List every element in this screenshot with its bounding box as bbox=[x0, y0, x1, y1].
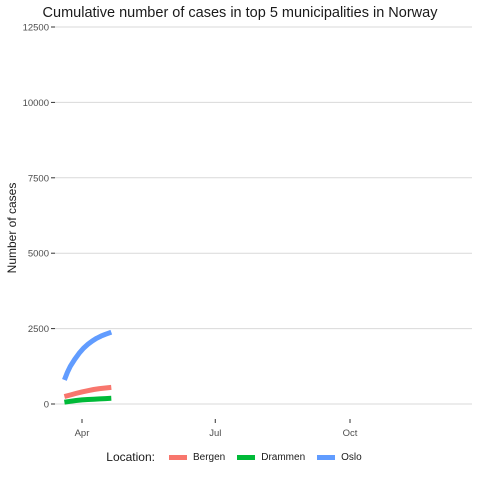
x-tick-label: Jul bbox=[209, 428, 221, 439]
legend-label-oslo: Oslo bbox=[341, 451, 362, 463]
y-tick-label: 2500 bbox=[28, 324, 49, 335]
legend-swatch-bergen bbox=[168, 454, 187, 460]
series-line-oslo bbox=[62, 329, 113, 381]
y-axis-label: Number of cases bbox=[5, 182, 19, 274]
chart-title: Cumulative number of cases in top 5 muni… bbox=[42, 5, 438, 21]
y-tick-label: 12500 bbox=[23, 23, 49, 34]
legend-label-drammen: Drammen bbox=[261, 451, 306, 463]
legend-label-bergen: Bergen bbox=[192, 451, 226, 463]
y-tick-label: 0 bbox=[44, 400, 49, 411]
legend-swatch-drammen bbox=[237, 454, 256, 460]
x-tick-label: Oct bbox=[343, 428, 358, 439]
legend-item-drammen: Drammen bbox=[237, 452, 305, 463]
legend-item-bergen: Bergen bbox=[168, 451, 226, 463]
x-axis-ticks: Apr Jul Oct bbox=[75, 419, 358, 439]
x-tick-label: Apr bbox=[75, 428, 90, 439]
y-tick-label: 10000 bbox=[23, 98, 49, 109]
legend-title: Location: bbox=[106, 450, 155, 464]
legend-item-oslo: Oslo bbox=[317, 452, 362, 463]
y-axis-ticks: 0 2500 5000 7500 10000 12500 bbox=[23, 23, 55, 411]
legend-swatch-oslo bbox=[317, 454, 336, 460]
series-line-drammen bbox=[64, 395, 112, 405]
y-tick-label: 5000 bbox=[28, 249, 49, 260]
series-lines bbox=[62, 329, 113, 405]
y-tick-label: 7500 bbox=[28, 173, 49, 184]
series-line-bergen bbox=[63, 384, 112, 399]
grid-lines bbox=[55, 26, 472, 405]
legend: Location: Bergen Drammen Oslo bbox=[0, 450, 480, 464]
